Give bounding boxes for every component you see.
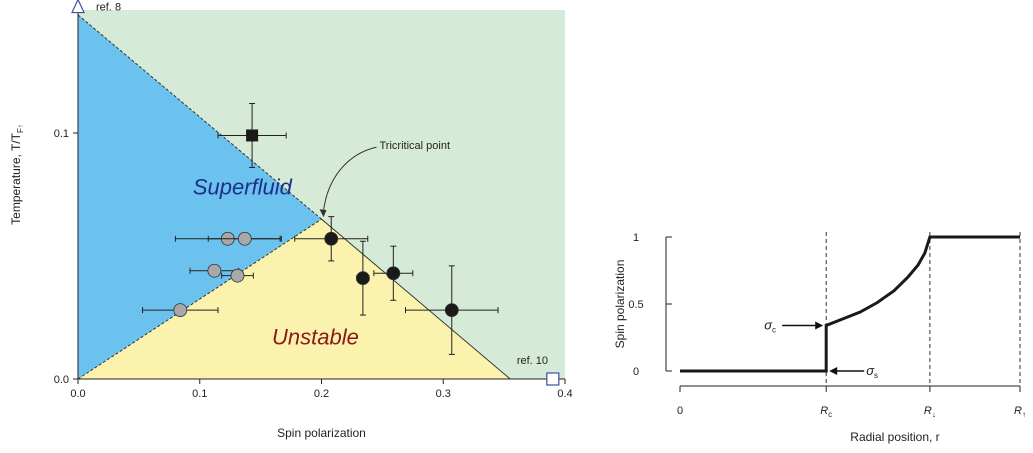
tricritical-label: Tricritical point <box>380 140 451 152</box>
triangle-marker <box>71 0 85 14</box>
data-point <box>207 231 282 246</box>
y-tick-label: 0.0 <box>54 374 69 386</box>
circle-marker <box>444 303 459 318</box>
tick-subscript: ↓ <box>932 410 936 419</box>
data-point <box>142 303 219 318</box>
phase-regions: Superfluid Unstable <box>78 14 511 379</box>
left-axes <box>73 10 566 384</box>
tick-main: R <box>924 405 932 417</box>
circle-marker <box>230 268 245 283</box>
data-point <box>294 216 369 262</box>
data-point <box>373 245 414 301</box>
data-point <box>189 263 240 278</box>
circle-marker <box>207 263 222 278</box>
x-axis-label: Spin polarization <box>277 426 366 440</box>
x-tick-label-right: 0 <box>677 405 683 417</box>
data-point <box>221 268 254 283</box>
y-tick-label-right: 1 <box>633 232 639 244</box>
region-label-superfluid: Superfluid <box>193 175 293 200</box>
sigma-label: σc <box>764 317 776 334</box>
data-point <box>217 102 287 168</box>
tricritical-arrow <box>323 146 377 212</box>
square-open-marker <box>546 372 560 386</box>
region-superfluid <box>78 14 322 379</box>
data-points <box>142 102 499 355</box>
ref-label: ref. 8 <box>96 2 121 14</box>
sigma-subscript: s <box>874 371 878 380</box>
x-tick-label-right: Rc <box>820 405 832 419</box>
sigma-label: σs <box>866 363 878 380</box>
tick-subscript: ↑ <box>1022 410 1026 419</box>
x-tick-label: 0.0 <box>70 388 85 400</box>
tick-main: R <box>1014 405 1022 417</box>
circle-marker <box>324 231 339 246</box>
y-tick-label-right: 0.5 <box>628 299 643 311</box>
boundary-line-solid <box>321 218 511 380</box>
y-axis-label-main: Temperature, T/T <box>9 132 23 224</box>
right-tick-labels: 00.510 Rc R↓ R↑ <box>628 232 1026 419</box>
tick-subscript: c <box>828 410 832 419</box>
circle-marker <box>237 231 252 246</box>
region-label-unstable: Unstable <box>272 325 359 350</box>
x-tick-label: 0.3 <box>436 388 451 400</box>
sigma-arrowhead <box>829 367 838 375</box>
tick-main: 0 <box>677 405 683 417</box>
ref-label: ref. 10 <box>517 355 548 367</box>
circle-marker <box>173 303 188 318</box>
sigma-subscript: c <box>772 325 776 334</box>
x-tick-label-right: R↓ <box>924 405 936 419</box>
phase-diagram-panel: Superfluid Unstable 0.0 0.1 0.2 0.3 0.4 0.0 0.1… <box>9 0 573 440</box>
y-axis-label: Temperature, T/TF↑ <box>9 124 25 225</box>
reference-markers: ref. 8 ref. 10 <box>71 0 560 386</box>
sigma-main: σ <box>866 363 875 378</box>
phase-boundaries <box>77 14 511 380</box>
boundary-line-dashed <box>77 218 322 380</box>
y-tick-label-right: 0 <box>633 366 639 378</box>
x-axis-label-right: Radial position, r <box>850 430 939 444</box>
circle-marker <box>386 266 401 281</box>
tick-main: R <box>820 405 828 417</box>
polarization-curve <box>680 235 1020 373</box>
boundary-line-dashed <box>77 14 322 220</box>
data-point <box>405 265 499 355</box>
square-marker <box>246 129 259 142</box>
region-unstable <box>78 219 511 379</box>
annotations: Tricritical point <box>319 140 451 218</box>
data-point <box>355 240 370 316</box>
sigma-main: σ <box>764 317 773 332</box>
y-axis-label-subscript: F↑ <box>16 124 25 133</box>
sigma-arrowhead <box>815 321 824 330</box>
left-tick-labels: 0.0 0.1 0.2 0.3 0.4 0.0 0.1 <box>54 128 573 400</box>
y-axis-label-right: Spin polarization <box>613 260 627 349</box>
x-tick-label: 0.1 <box>192 388 207 400</box>
tricritical-arrowhead <box>319 209 327 218</box>
y-tick-label: 0.1 <box>54 128 69 140</box>
circle-marker <box>355 271 370 286</box>
x-tick-label-right: R↑ <box>1014 405 1026 419</box>
x-tick-label: 0.2 <box>314 388 329 400</box>
x-tick-label: 0.4 <box>557 388 572 400</box>
right-axes <box>665 236 1021 392</box>
